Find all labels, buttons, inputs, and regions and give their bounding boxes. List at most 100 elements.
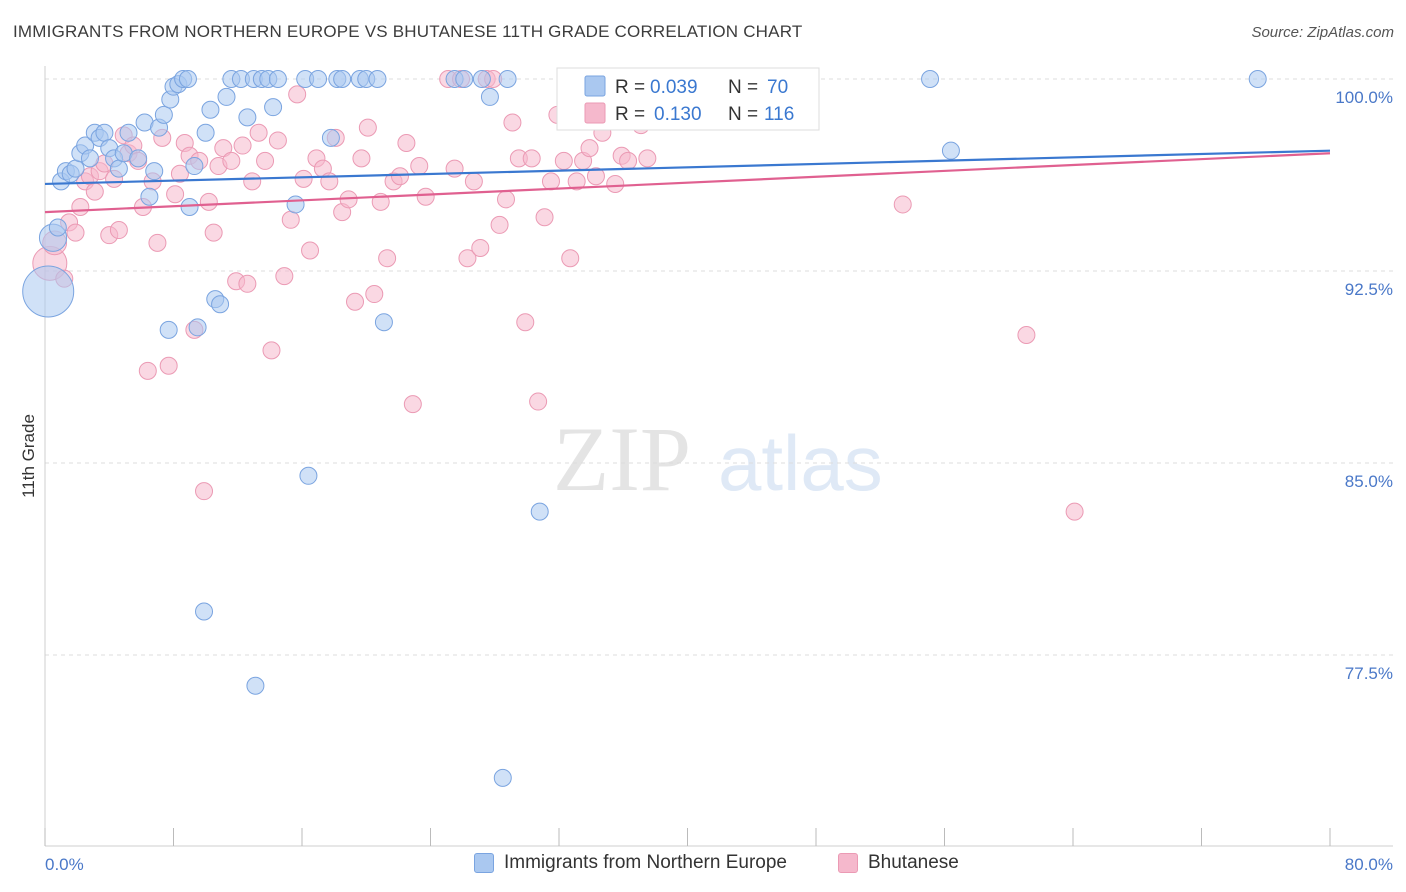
bhutanese-point <box>522 149 541 168</box>
bottom-legend-blue: Immigrants from Northern Europe <box>474 852 787 874</box>
bhutanese-point <box>390 167 409 186</box>
bhutanese-point <box>268 131 287 150</box>
northern-europe-point <box>159 320 178 339</box>
bhutanese-point <box>464 172 483 191</box>
northern-europe-point <box>480 87 499 106</box>
bhutanese-point <box>403 395 422 414</box>
y-axis-title: 11th Grade <box>19 414 38 498</box>
bhutanese-point <box>606 174 625 193</box>
northern-europe-point <box>333 70 352 88</box>
northern-europe-point <box>95 123 114 142</box>
y-tick-labels: 100.0% 92.5% 85.0% 77.5% <box>1335 88 1393 683</box>
northern-europe-point <box>286 195 305 214</box>
northern-europe-point <box>217 87 236 106</box>
bhutanese-point <box>204 223 223 242</box>
northern-europe-point <box>309 70 328 88</box>
northern-europe-point <box>1248 70 1267 88</box>
bottom-legend-label-blue: Immigrants from Northern Europe <box>504 852 787 873</box>
northern-europe-point <box>368 70 387 88</box>
legend-swatch-blue <box>584 75 606 97</box>
y-tick-label: 77.5% <box>1345 664 1393 683</box>
chart-title: IMMIGRANTS FROM NORTHERN EUROPE VS BHUTA… <box>13 22 803 41</box>
northern-europe-point <box>268 70 287 88</box>
legend-n-label-blue: N = <box>728 77 758 98</box>
northern-europe-point <box>455 70 474 88</box>
northern-europe-point <box>264 98 283 117</box>
northern-europe-point <box>921 70 940 88</box>
watermark-zip: ZIP <box>553 408 691 510</box>
bhutanese-point <box>365 285 384 304</box>
northern-europe-point <box>154 105 173 124</box>
bhutanese-point <box>416 187 435 206</box>
bhutanese-point <box>195 482 214 501</box>
northern-europe-point <box>80 149 99 168</box>
northern-europe-point <box>941 141 960 160</box>
northern-europe-point <box>145 162 164 181</box>
northern-europe-point <box>178 70 197 88</box>
bhutanese-point <box>275 267 294 286</box>
x-axis-ticks <box>44 828 1331 846</box>
bhutanese-point <box>567 172 586 191</box>
bhutanese-point <box>490 215 509 234</box>
northern-europe-point <box>238 108 257 127</box>
bhutanese-point <box>214 139 233 158</box>
x-tick-label-max: 80.0% <box>1345 855 1393 874</box>
northern-europe-point <box>180 198 199 216</box>
bhutanese-point <box>458 249 477 268</box>
legend-r-value-pink: 0.130 <box>654 104 702 125</box>
bhutanese-point <box>256 151 275 170</box>
northern-europe-point <box>195 602 214 621</box>
bhutanese-point <box>471 238 490 257</box>
bhutanese-point <box>561 249 580 268</box>
trend-line-northern-europe <box>44 149 1331 186</box>
bhutanese-point <box>170 164 189 183</box>
legend-n-value-pink: 116 <box>764 104 794 125</box>
northern-europe-point <box>201 100 220 119</box>
bhutanese-point <box>1065 502 1084 521</box>
legend-n-value-blue: 70 <box>767 77 788 98</box>
bhutanese-point <box>148 233 167 252</box>
northern-europe-point <box>246 676 265 695</box>
bhutanese-point <box>288 85 307 104</box>
bhutanese-point <box>541 172 560 191</box>
bhutanese-point <box>378 249 397 268</box>
bhutanese-point <box>199 192 218 211</box>
bhutanese-point <box>503 113 522 132</box>
bhutanese-point <box>352 149 371 168</box>
northern-europe-point <box>129 149 148 168</box>
northern-europe-point <box>211 295 230 314</box>
bottom-legend-pink: Bhutanese <box>838 852 959 874</box>
northern-europe-point <box>472 70 491 88</box>
bottom-legend-label-pink: Bhutanese <box>868 852 959 873</box>
northern-europe-point <box>109 159 128 178</box>
bhutanese-point <box>638 149 657 168</box>
bhutanese-point <box>619 151 638 170</box>
northern-europe-point <box>493 768 512 787</box>
bhutanese-point <box>109 221 128 240</box>
y-tick-label: 92.5% <box>1345 280 1393 299</box>
bhutanese-point <box>529 392 548 411</box>
bhutanese-point <box>166 185 185 204</box>
bhutanese-point <box>294 169 313 188</box>
bhutanese-point <box>243 172 262 191</box>
northern-europe-point <box>374 313 393 332</box>
correlation-legend: R = 0.039 N = 70 R = 0.130 N = 116 <box>556 67 820 131</box>
bhutanese-point <box>301 241 320 260</box>
northern-europe-point <box>22 265 75 318</box>
bhutanese-point <box>85 182 104 201</box>
northern-europe-point <box>196 123 215 142</box>
northern-europe-point <box>119 123 138 142</box>
bhutanese-point <box>71 198 90 216</box>
bhutanese-point <box>535 208 554 227</box>
bhutanese-point <box>358 118 377 137</box>
x-tick-label-min: 0.0% <box>45 855 84 874</box>
bhutanese-point <box>281 210 300 229</box>
y-tick-label: 100.0% <box>1335 88 1393 107</box>
legend-n-label-pink: N = <box>728 104 758 125</box>
trend-lines <box>44 149 1331 214</box>
northern-europe-point <box>530 502 549 521</box>
bhutanese-point <box>586 167 605 186</box>
legend-swatch-pink <box>584 102 606 124</box>
bhutanese-point <box>138 361 157 380</box>
